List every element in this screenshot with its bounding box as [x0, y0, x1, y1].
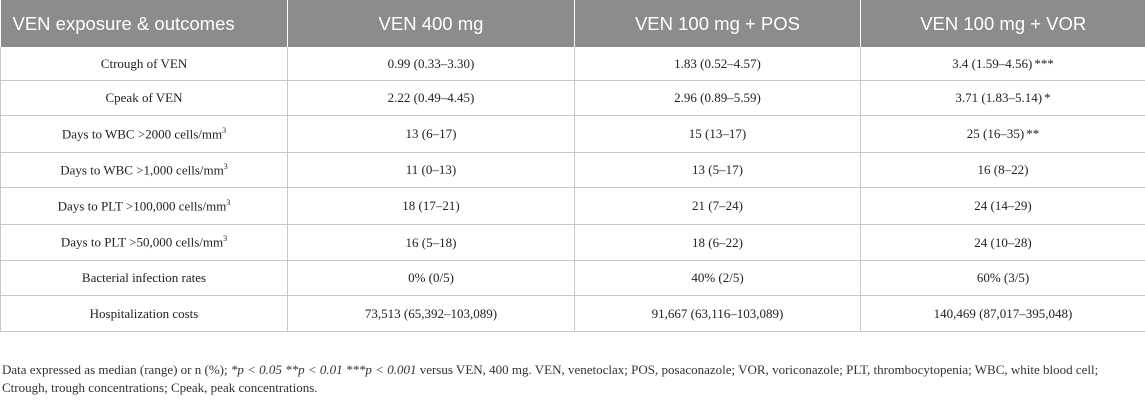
- cell-ven-100-pos-text: 91,667 (63,116–103,089): [651, 305, 784, 321]
- significance-marker: **: [1026, 126, 1040, 141]
- cell-ven-100-vor: 25 (16–35) **: [860, 115, 1145, 153]
- cell-ven-400-text: 11 (0–13): [405, 162, 457, 177]
- cell-ven-100-pos-text: 15 (13–17): [688, 126, 747, 141]
- row-label-text: Days to PLT >100,000 cells/mm: [57, 198, 227, 214]
- table-row: Days to PLT >50,000 cells/mm3 16 (5–18) 18…: [0, 224, 1145, 261]
- cell-ven-100-vor: 24 (10–28): [860, 224, 1145, 261]
- significance-marker: *: [1044, 90, 1051, 105]
- table-row: Days to WBC >1,000 cells/mm3 11 (0–13) 13 …: [0, 152, 1145, 188]
- row-label-text: Bacterial infection rates: [81, 270, 207, 285]
- row-label: Bacterial infection rates: [0, 260, 288, 296]
- unit-superscript: 3: [222, 125, 227, 135]
- cell-ven-100-vor-text: 3.4 (1.59–4.56): [952, 55, 1033, 71]
- cell-ven-100-vor-text: 3.71 (1.83–5.14): [955, 90, 1043, 105]
- row-label-text: Ctrough of VEN: [100, 55, 188, 71]
- cell-ven-100-pos: 1.83 (0.52–4.57): [574, 47, 861, 81]
- row-label: Days to PLT >100,000 cells/mm3: [0, 187, 288, 225]
- significance-marker: ***: [1034, 55, 1054, 71]
- row-label-text: Hospitalization costs: [89, 305, 199, 321]
- footnote-rest: versus VEN, 400 mg. VEN, venetoclax; POS…: [2, 362, 1099, 395]
- cell-ven-100-vor: 140,469 (87,017–395,048): [860, 295, 1145, 332]
- cell-ven-100-vor: 24 (14–29): [860, 187, 1145, 225]
- footnote-lead: Data expressed as median (range) or n (%…: [2, 362, 231, 377]
- cell-ven-100-pos: 21 (7–24): [574, 187, 861, 225]
- cell-ven-100-vor-text: 16 (8–22): [977, 162, 1029, 177]
- footnote-p1: *p < 0.05: [230, 362, 282, 377]
- row-label-text: Days to WBC >1,000 cells/mm: [60, 162, 224, 178]
- cell-ven-100-vor-text: 24 (14–29): [974, 198, 1032, 213]
- cell-ven-400-text: 13 (6–17): [405, 126, 457, 141]
- cell-ven-100-pos-text: 13 (5–17): [692, 162, 743, 177]
- table-footnote: Data expressed as median (range) or n (%…: [2, 361, 1140, 397]
- row-label: Hospitalization costs: [0, 295, 288, 332]
- cell-ven-400-text: 18 (17–21): [402, 198, 460, 213]
- cell-ven-100-vor: 3.4 (1.59–4.56) ***: [860, 47, 1145, 81]
- header-outcomes: VEN exposure & outcomes: [0, 0, 288, 47]
- cell-ven-100-pos: 91,667 (63,116–103,089): [574, 295, 861, 332]
- footnote-p2: **p < 0.01: [281, 362, 343, 377]
- row-label: Days to WBC >1,000 cells/mm3: [0, 152, 288, 188]
- cell-ven-400-text: 0% (0/5): [408, 270, 454, 285]
- cell-ven-400: 0.99 (0.33–3.30): [287, 47, 575, 81]
- cell-ven-100-pos: 18 (6–22): [574, 224, 861, 261]
- table-row: Days to WBC >2000 cells/mm3 13 (6–17) 15 (…: [0, 115, 1145, 153]
- cell-ven-100-pos-text: 1.83 (0.52–4.57): [674, 55, 761, 71]
- cell-ven-100-pos: 40% (2/5): [574, 260, 861, 296]
- unit-superscript: 3: [226, 197, 231, 207]
- cell-ven-400-text: 73,513 (65,392–103,089): [364, 305, 498, 321]
- unit-superscript: 3: [223, 161, 228, 171]
- cell-ven-400-text: 0.99 (0.33–3.30): [387, 55, 475, 71]
- cell-ven-400-text: 2.22 (0.49–4.45): [387, 90, 475, 105]
- cell-ven-100-vor-text: 25 (16–35): [966, 126, 1025, 141]
- table-row: Hospitalization costs 73,513 (65,392–103,…: [0, 295, 1145, 332]
- cell-ven-100-vor-text: 140,469 (87,017–395,048): [933, 305, 1073, 321]
- cell-ven-400: 0% (0/5): [287, 260, 575, 296]
- table-row: Ctrough of VEN 0.99 (0.33–3.30) 1.83 (0.52…: [0, 47, 1145, 81]
- table-header: VEN exposure & outcomes VEN 400 mg VEN 1…: [0, 0, 1145, 47]
- row-label-text: Days to PLT >50,000 cells/mm: [60, 234, 224, 250]
- row-label: Days to WBC >2000 cells/mm3: [0, 115, 288, 153]
- cell-ven-400: 2.22 (0.49–4.45): [287, 80, 575, 116]
- cell-ven-100-vor-text: 60% (3/5): [976, 270, 1030, 285]
- header-ven-100-pos: VEN 100 mg + POS: [574, 0, 861, 47]
- header-row: VEN exposure & outcomes VEN 400 mg VEN 1…: [0, 0, 1145, 47]
- table-row: Days to PLT >100,000 cells/mm3 18 (17–21)…: [0, 187, 1145, 225]
- cell-ven-100-pos: 2.96 (0.89–5.59): [574, 80, 861, 116]
- cell-ven-400: 11 (0–13): [287, 152, 575, 188]
- table-body: Ctrough of VEN 0.99 (0.33–3.30) 1.83 (0.52…: [0, 47, 1145, 332]
- cell-ven-100-pos-text: 21 (7–24): [692, 198, 743, 213]
- cell-ven-100-vor: 3.71 (1.83–5.14) *: [860, 80, 1145, 116]
- cell-ven-100-pos-text: 40% (2/5): [691, 270, 744, 285]
- cell-ven-400: 13 (6–17): [287, 115, 575, 153]
- row-label: Ctrough of VEN: [0, 47, 288, 81]
- unit-superscript: 3: [223, 234, 228, 244]
- outcomes-table: VEN exposure & outcomes VEN 400 mg VEN 1…: [0, 0, 1145, 332]
- cell-ven-100-vor: 16 (8–22): [860, 152, 1145, 188]
- cell-ven-400: 16 (5–18): [287, 224, 575, 261]
- cell-ven-100-pos: 15 (13–17): [574, 115, 861, 153]
- cell-ven-100-vor: 60% (3/5): [860, 260, 1145, 296]
- row-label-text: Cpeak of VEN: [105, 90, 183, 105]
- cell-ven-400: 18 (17–21): [287, 187, 575, 225]
- cell-ven-400-text: 16 (5–18): [405, 234, 457, 250]
- row-label: Cpeak of VEN: [0, 80, 288, 116]
- header-ven-400: VEN 400 mg: [287, 0, 575, 47]
- table-row: Bacterial infection rates 0% (0/5) 40% (2/…: [0, 260, 1145, 296]
- cell-ven-400: 73,513 (65,392–103,089): [287, 295, 575, 332]
- row-label: Days to PLT >50,000 cells/mm3: [0, 224, 288, 261]
- cell-ven-100-vor-text: 24 (10–28): [974, 234, 1032, 250]
- cell-ven-100-pos-text: 2.96 (0.89–5.59): [674, 90, 761, 105]
- cell-ven-100-pos: 13 (5–17): [574, 152, 861, 188]
- footnote-p3: ***p < 0.001: [342, 362, 417, 377]
- header-ven-100-vor: VEN 100 mg + VOR: [860, 0, 1145, 47]
- row-label-text: Days to WBC >2000 cells/mm: [61, 126, 223, 142]
- table-row: Cpeak of VEN 2.22 (0.49–4.45) 2.96 (0.89–5…: [0, 80, 1145, 116]
- cell-ven-100-pos-text: 18 (6–22): [692, 234, 743, 250]
